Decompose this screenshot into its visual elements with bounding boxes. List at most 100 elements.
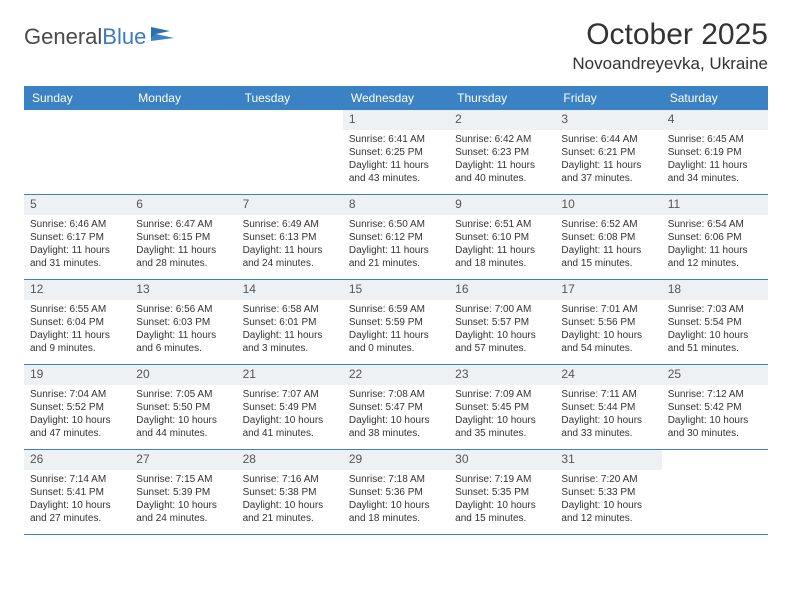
- sunset-line: Sunset: 6:03 PM: [136, 316, 230, 329]
- sunset-line: Sunset: 6:23 PM: [455, 146, 549, 159]
- day-number: 11: [662, 195, 768, 215]
- daylight-line: Daylight: 11 hours and 0 minutes.: [349, 329, 443, 355]
- logo-text: GeneralBlue: [24, 24, 146, 50]
- day-number: 4: [662, 110, 768, 130]
- day-cell: 24Sunrise: 7:11 AMSunset: 5:44 PMDayligh…: [555, 365, 661, 449]
- sunrise-line: Sunrise: 6:44 AM: [561, 133, 655, 146]
- day-cell: 19Sunrise: 7:04 AMSunset: 5:52 PMDayligh…: [24, 365, 130, 449]
- day-cell: 4Sunrise: 6:45 AMSunset: 6:19 PMDaylight…: [662, 110, 768, 194]
- sunrise-line: Sunrise: 7:04 AM: [30, 388, 124, 401]
- daylight-line: Daylight: 10 hours and 38 minutes.: [349, 414, 443, 440]
- weeks-container: 1Sunrise: 6:41 AMSunset: 6:25 PMDaylight…: [24, 110, 768, 535]
- day-cell: 26Sunrise: 7:14 AMSunset: 5:41 PMDayligh…: [24, 450, 130, 534]
- day-cell: 7Sunrise: 6:49 AMSunset: 6:13 PMDaylight…: [237, 195, 343, 279]
- sunset-line: Sunset: 5:45 PM: [455, 401, 549, 414]
- sunrise-line: Sunrise: 6:50 AM: [349, 218, 443, 231]
- sunrise-line: Sunrise: 7:11 AM: [561, 388, 655, 401]
- day-number: 25: [662, 365, 768, 385]
- daylight-line: Daylight: 10 hours and 51 minutes.: [668, 329, 762, 355]
- day-number: 30: [449, 450, 555, 470]
- sunrise-line: Sunrise: 7:08 AM: [349, 388, 443, 401]
- sunrise-line: Sunrise: 7:15 AM: [136, 473, 230, 486]
- day-header-row: SundayMondayTuesdayWednesdayThursdayFrid…: [24, 86, 768, 110]
- day-number: 17: [555, 280, 661, 300]
- sunrise-line: Sunrise: 6:49 AM: [243, 218, 337, 231]
- sunrise-line: Sunrise: 7:07 AM: [243, 388, 337, 401]
- day-number: 2: [449, 110, 555, 130]
- day-number: 18: [662, 280, 768, 300]
- daylight-line: Daylight: 10 hours and 47 minutes.: [30, 414, 124, 440]
- day-number: 15: [343, 280, 449, 300]
- sunset-line: Sunset: 6:15 PM: [136, 231, 230, 244]
- sunrise-line: Sunrise: 6:42 AM: [455, 133, 549, 146]
- sunset-line: Sunset: 6:12 PM: [349, 231, 443, 244]
- sunset-line: Sunset: 5:47 PM: [349, 401, 443, 414]
- daylight-line: Daylight: 11 hours and 6 minutes.: [136, 329, 230, 355]
- sunrise-line: Sunrise: 7:14 AM: [30, 473, 124, 486]
- sunrise-line: Sunrise: 6:51 AM: [455, 218, 549, 231]
- sunrise-line: Sunrise: 7:00 AM: [455, 303, 549, 316]
- day-cell: 16Sunrise: 7:00 AMSunset: 5:57 PMDayligh…: [449, 280, 555, 364]
- daylight-line: Daylight: 11 hours and 12 minutes.: [668, 244, 762, 270]
- daylight-line: Daylight: 11 hours and 9 minutes.: [30, 329, 124, 355]
- sunset-line: Sunset: 5:54 PM: [668, 316, 762, 329]
- week-row: 1Sunrise: 6:41 AMSunset: 6:25 PMDaylight…: [24, 110, 768, 195]
- daylight-line: Daylight: 11 hours and 21 minutes.: [349, 244, 443, 270]
- flag-icon: [150, 26, 176, 49]
- daylight-line: Daylight: 10 hours and 44 minutes.: [136, 414, 230, 440]
- daylight-line: Daylight: 10 hours and 33 minutes.: [561, 414, 655, 440]
- day-header: Sunday: [24, 86, 130, 110]
- sunset-line: Sunset: 5:39 PM: [136, 486, 230, 499]
- daylight-line: Daylight: 11 hours and 18 minutes.: [455, 244, 549, 270]
- day-header: Saturday: [662, 86, 768, 110]
- day-number: 16: [449, 280, 555, 300]
- sunrise-line: Sunrise: 7:03 AM: [668, 303, 762, 316]
- sunset-line: Sunset: 6:06 PM: [668, 231, 762, 244]
- empty-cell: [24, 110, 130, 194]
- sunrise-line: Sunrise: 6:58 AM: [243, 303, 337, 316]
- day-number: 14: [237, 280, 343, 300]
- day-header: Friday: [555, 86, 661, 110]
- sunset-line: Sunset: 5:59 PM: [349, 316, 443, 329]
- location: Novoandreyevka, Ukraine: [572, 54, 768, 74]
- day-cell: 22 Sunrise: 7:08 AMSunset: 5:47 PMDayligh…: [343, 365, 449, 449]
- day-cell: 31Sunrise: 7:20 AMSunset: 5:33 PMDayligh…: [555, 450, 661, 534]
- day-number: 23: [449, 365, 555, 385]
- day-cell: 21Sunrise: 7:07 AMSunset: 5:49 PMDayligh…: [237, 365, 343, 449]
- empty-cell: [662, 450, 768, 534]
- sunrise-line: Sunrise: 6:45 AM: [668, 133, 762, 146]
- week-row: 26Sunrise: 7:14 AMSunset: 5:41 PMDayligh…: [24, 450, 768, 535]
- sunrise-line: Sunrise: 6:41 AM: [349, 133, 443, 146]
- sunset-line: Sunset: 5:38 PM: [243, 486, 337, 499]
- daylight-line: Daylight: 10 hours and 35 minutes.: [455, 414, 549, 440]
- sunset-line: Sunset: 5:49 PM: [243, 401, 337, 414]
- sunrise-line: Sunrise: 7:12 AM: [668, 388, 762, 401]
- daylight-line: Daylight: 10 hours and 24 minutes.: [136, 499, 230, 525]
- day-cell: 25Sunrise: 7:12 AMSunset: 5:42 PMDayligh…: [662, 365, 768, 449]
- calendar: SundayMondayTuesdayWednesdayThursdayFrid…: [24, 86, 768, 535]
- daylight-line: Daylight: 10 hours and 27 minutes.: [30, 499, 124, 525]
- daylight-line: Daylight: 11 hours and 34 minutes.: [668, 159, 762, 185]
- day-cell: 1Sunrise: 6:41 AMSunset: 6:25 PMDaylight…: [343, 110, 449, 194]
- daylight-line: Daylight: 10 hours and 21 minutes.: [243, 499, 337, 525]
- daylight-line: Daylight: 11 hours and 40 minutes.: [455, 159, 549, 185]
- day-cell: 2 Sunrise: 6:42 AMSunset: 6:23 PMDaylight…: [449, 110, 555, 194]
- day-number: 13: [130, 280, 236, 300]
- day-number: 22: [343, 365, 449, 385]
- day-cell: 29Sunrise: 7:18 AMSunset: 5:36 PMDayligh…: [343, 450, 449, 534]
- day-number: 8: [343, 195, 449, 215]
- sunrise-line: Sunrise: 7:09 AM: [455, 388, 549, 401]
- sunrise-line: Sunrise: 7:16 AM: [243, 473, 337, 486]
- day-number: 24: [555, 365, 661, 385]
- day-cell: 12Sunrise: 6:55 AMSunset: 6:04 PMDayligh…: [24, 280, 130, 364]
- sunrise-line: Sunrise: 6:56 AM: [136, 303, 230, 316]
- day-number: 1: [343, 110, 449, 130]
- day-number: 7: [237, 195, 343, 215]
- day-cell: 27Sunrise: 7:15 AMSunset: 5:39 PMDayligh…: [130, 450, 236, 534]
- day-cell: 5Sunrise: 6:46 AMSunset: 6:17 PMDaylight…: [24, 195, 130, 279]
- day-cell: 17Sunrise: 7:01 AMSunset: 5:56 PMDayligh…: [555, 280, 661, 364]
- sunrise-line: Sunrise: 7:20 AM: [561, 473, 655, 486]
- week-row: 19Sunrise: 7:04 AMSunset: 5:52 PMDayligh…: [24, 365, 768, 450]
- day-number: 10: [555, 195, 661, 215]
- daylight-line: Daylight: 11 hours and 28 minutes.: [136, 244, 230, 270]
